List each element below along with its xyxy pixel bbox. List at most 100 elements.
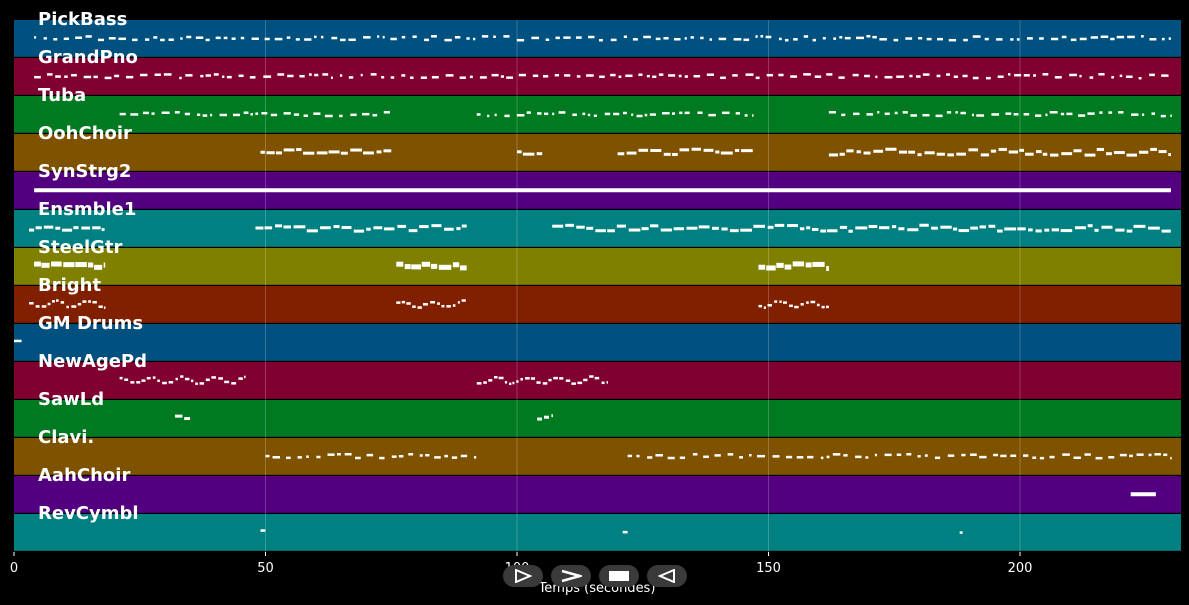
note bbox=[806, 226, 811, 230]
note bbox=[767, 225, 774, 229]
note bbox=[946, 73, 951, 76]
note bbox=[55, 226, 61, 230]
note bbox=[537, 112, 542, 115]
note bbox=[697, 111, 703, 114]
note bbox=[195, 382, 198, 385]
note bbox=[401, 35, 406, 39]
note bbox=[421, 261, 431, 267]
play-outline-icon bbox=[515, 569, 532, 583]
note bbox=[706, 73, 714, 76]
note bbox=[324, 114, 333, 118]
note bbox=[703, 455, 709, 459]
next-button[interactable] bbox=[551, 565, 591, 587]
note bbox=[663, 37, 669, 40]
note bbox=[575, 36, 582, 39]
note bbox=[552, 112, 555, 116]
play-backward-button[interactable] bbox=[647, 565, 687, 587]
track-notes bbox=[119, 375, 609, 386]
note bbox=[863, 151, 871, 155]
note bbox=[864, 74, 870, 78]
note bbox=[82, 300, 87, 303]
note bbox=[1126, 153, 1137, 157]
x-tick-label: 0 bbox=[10, 561, 18, 576]
note bbox=[1044, 228, 1050, 232]
track-notes bbox=[265, 452, 1172, 460]
note bbox=[141, 379, 146, 382]
note bbox=[306, 229, 318, 233]
note bbox=[175, 377, 178, 381]
note bbox=[947, 153, 954, 157]
note bbox=[314, 35, 317, 39]
note bbox=[720, 76, 726, 80]
stop-button[interactable] bbox=[599, 565, 639, 587]
play-forward-button[interactable] bbox=[503, 565, 543, 587]
note bbox=[787, 224, 798, 228]
note bbox=[397, 224, 407, 228]
note bbox=[884, 453, 892, 457]
note bbox=[339, 74, 343, 77]
note bbox=[679, 148, 690, 152]
note bbox=[976, 114, 985, 117]
track-5: Ensmble1 bbox=[14, 199, 1181, 247]
note bbox=[316, 151, 328, 155]
note bbox=[708, 113, 716, 117]
track-13: RevCymbl bbox=[14, 503, 1181, 551]
note bbox=[75, 36, 83, 39]
note bbox=[383, 111, 390, 114]
track-notes bbox=[29, 223, 1171, 233]
note bbox=[638, 148, 649, 152]
note bbox=[1170, 456, 1172, 460]
note bbox=[264, 226, 273, 230]
note bbox=[1160, 114, 1166, 118]
note bbox=[1013, 113, 1019, 116]
note bbox=[627, 454, 633, 458]
note bbox=[558, 111, 566, 114]
note bbox=[328, 150, 340, 154]
note bbox=[563, 36, 571, 39]
note bbox=[709, 38, 712, 41]
note bbox=[1010, 454, 1017, 458]
note bbox=[820, 229, 827, 233]
note bbox=[348, 76, 354, 79]
note bbox=[98, 305, 103, 308]
note bbox=[444, 227, 454, 231]
note bbox=[249, 76, 256, 79]
note bbox=[565, 379, 571, 382]
note bbox=[444, 454, 448, 458]
note bbox=[434, 456, 441, 459]
note bbox=[907, 228, 919, 232]
note bbox=[1111, 75, 1114, 79]
note bbox=[456, 227, 461, 231]
note bbox=[668, 74, 676, 77]
note bbox=[60, 301, 65, 304]
note bbox=[638, 73, 643, 76]
note bbox=[205, 378, 210, 382]
note bbox=[678, 74, 682, 78]
track-lane bbox=[14, 324, 1181, 361]
track-lane bbox=[14, 96, 1181, 133]
note bbox=[714, 454, 721, 457]
note bbox=[186, 35, 192, 39]
note bbox=[306, 455, 309, 458]
note bbox=[1023, 454, 1029, 457]
note bbox=[437, 302, 440, 305]
note bbox=[525, 377, 530, 380]
note bbox=[658, 73, 664, 76]
note bbox=[647, 456, 653, 459]
note bbox=[548, 378, 552, 382]
note bbox=[51, 261, 62, 267]
track-12: AahChoir bbox=[14, 465, 1181, 513]
note bbox=[852, 73, 859, 77]
note bbox=[457, 301, 460, 304]
note bbox=[972, 35, 981, 38]
note bbox=[692, 453, 698, 456]
note bbox=[316, 455, 321, 459]
note bbox=[641, 227, 649, 231]
note bbox=[805, 262, 812, 268]
note bbox=[980, 153, 990, 157]
note bbox=[766, 73, 774, 77]
note bbox=[812, 261, 825, 267]
note bbox=[898, 227, 905, 231]
